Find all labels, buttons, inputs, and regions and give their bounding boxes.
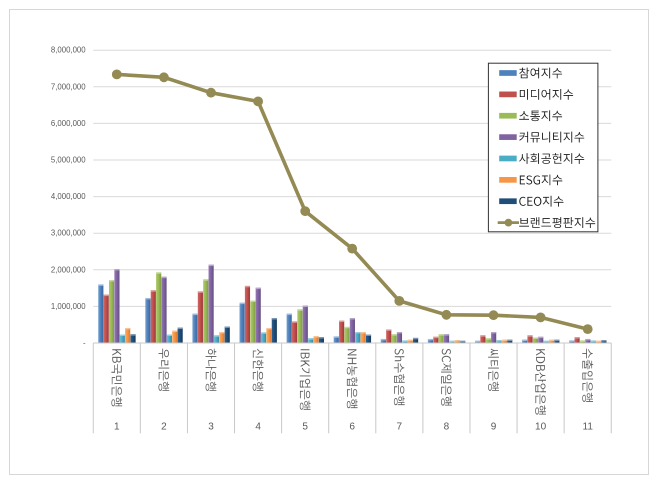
svg-text:1: 1 xyxy=(114,422,120,433)
svg-text:2: 2 xyxy=(161,422,167,433)
svg-text:10: 10 xyxy=(535,422,547,433)
svg-text:6,000,000: 6,000,000 xyxy=(51,119,86,128)
svg-text:9: 9 xyxy=(491,422,497,433)
svg-text:5: 5 xyxy=(302,422,308,433)
svg-text:4: 4 xyxy=(255,422,261,433)
svg-text:-: - xyxy=(83,339,86,348)
svg-text:6: 6 xyxy=(349,422,355,433)
svg-text:11: 11 xyxy=(583,422,594,433)
svg-text:7: 7 xyxy=(397,422,403,433)
svg-text:8,000,000: 8,000,000 xyxy=(51,46,86,55)
svg-text:1,000,000: 1,000,000 xyxy=(51,302,86,311)
svg-text:3,000,000: 3,000,000 xyxy=(51,229,86,238)
svg-text:7,000,000: 7,000,000 xyxy=(51,82,86,91)
svg-text:2,000,000: 2,000,000 xyxy=(51,265,86,274)
svg-text:8: 8 xyxy=(444,422,450,433)
svg-text:5,000,000: 5,000,000 xyxy=(51,156,86,165)
svg-text:3: 3 xyxy=(208,422,214,433)
svg-text:4,000,000: 4,000,000 xyxy=(51,192,86,201)
